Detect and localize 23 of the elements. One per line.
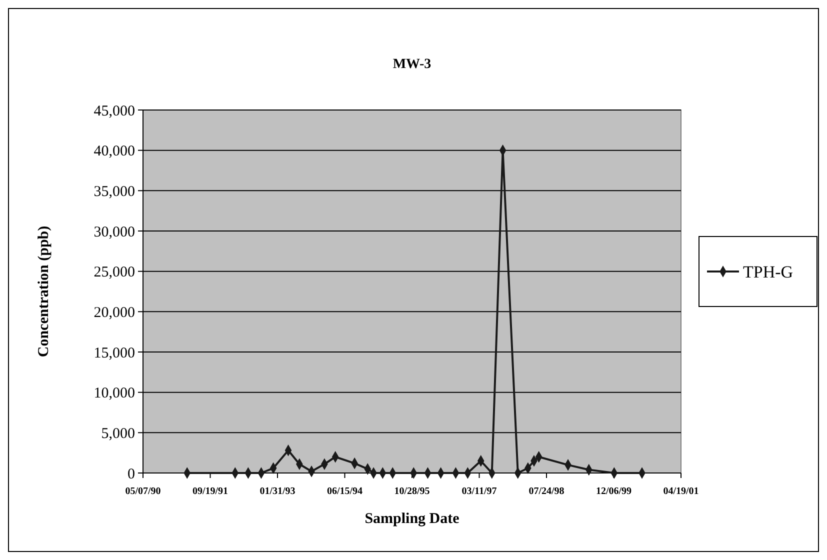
x-tick-label: 01/31/93 <box>260 486 296 497</box>
legend-label: TPH-G <box>743 262 794 282</box>
x-tick-label: 06/15/94 <box>326 486 363 497</box>
y-tick-label: 20,000 <box>94 304 135 321</box>
y-tick-label: 5,000 <box>101 426 135 442</box>
y-axis-title: Concentration (ppb) <box>36 226 52 358</box>
x-tick-label: 03/11/97 <box>462 486 497 497</box>
y-tick-label: 30,000 <box>94 224 135 240</box>
x-tick-label: 04/19/01 <box>663 486 699 497</box>
x-tick-label: 12/06/99 <box>596 486 632 497</box>
y-tick-label: 10,000 <box>94 386 135 402</box>
y-tick-label: 35,000 <box>94 184 135 200</box>
y-tick-label: 15,000 <box>94 345 135 362</box>
x-tick-label: 05/07/90 <box>125 486 161 497</box>
y-tick-label: 45,000 <box>94 103 135 120</box>
y-tick-label: 40,000 <box>94 144 135 160</box>
chart-title: MW-3 <box>392 57 432 72</box>
x-tick-label: 10/28/95 <box>394 486 430 497</box>
y-tick-label: 25,000 <box>94 264 135 281</box>
x-tick-label: 07/24/98 <box>528 486 564 497</box>
x-tick-label: 09/19/91 <box>192 486 228 497</box>
x-axis-title: Sampling Date <box>364 511 460 527</box>
y-tick-label: 0 <box>128 466 135 482</box>
